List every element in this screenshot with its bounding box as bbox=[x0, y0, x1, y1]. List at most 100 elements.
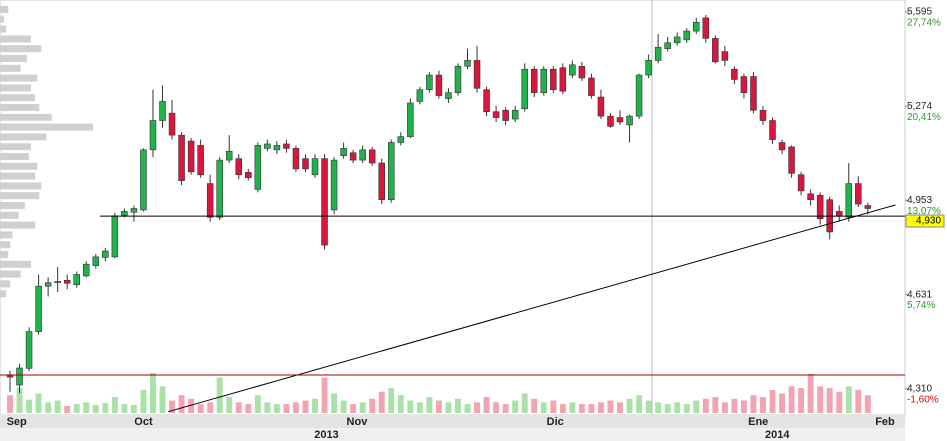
candle-body bbox=[349, 152, 357, 161]
volume-bar bbox=[64, 405, 71, 413]
profile-bar bbox=[0, 270, 21, 278]
volume-bar bbox=[83, 402, 90, 413]
profile-bar bbox=[0, 104, 40, 111]
plot-area bbox=[0, 0, 906, 416]
volume-bar bbox=[388, 388, 395, 413]
volume-bar bbox=[312, 398, 318, 413]
volume-bar bbox=[693, 400, 700, 413]
candle-body bbox=[159, 101, 166, 121]
volume-bar bbox=[235, 402, 242, 413]
candle-body bbox=[855, 183, 862, 205]
candle-body bbox=[521, 68, 528, 110]
volume-bar bbox=[435, 400, 442, 413]
volume-bar bbox=[92, 405, 99, 413]
volume-bar bbox=[540, 402, 547, 413]
volume-bar bbox=[760, 397, 766, 413]
candle-body bbox=[492, 111, 500, 118]
profile-bar bbox=[0, 182, 42, 190]
volume-bar bbox=[550, 400, 557, 413]
candle-body bbox=[35, 285, 42, 332]
volume-bar bbox=[273, 404, 280, 413]
candle-body bbox=[206, 183, 214, 218]
candle-body bbox=[25, 331, 33, 369]
volume-bar bbox=[769, 389, 776, 413]
volume-bar bbox=[750, 395, 757, 413]
candle-body bbox=[378, 162, 385, 200]
volume-bar bbox=[188, 398, 195, 413]
volume-bar bbox=[207, 402, 214, 413]
candle-body bbox=[302, 158, 309, 170]
profile-bar bbox=[0, 172, 36, 180]
candle-body bbox=[254, 145, 262, 190]
candle-body bbox=[178, 134, 185, 181]
candle-body bbox=[712, 38, 719, 63]
candle-body bbox=[197, 145, 204, 176]
volume-bar bbox=[674, 402, 681, 413]
candle-body bbox=[740, 76, 748, 93]
volume-bar bbox=[740, 400, 747, 413]
volume-bar bbox=[45, 402, 52, 413]
volume bbox=[7, 373, 871, 413]
candle-body bbox=[388, 142, 395, 200]
volume-bar bbox=[855, 389, 862, 413]
candle-body bbox=[502, 109, 509, 121]
month-axis bbox=[0, 415, 905, 428]
year-axis bbox=[0, 428, 905, 441]
volume-bar bbox=[197, 404, 204, 413]
axes: 5,595 5,274 4,953 4,631 4,310 27,74% 20,41% 13,… bbox=[7, 7, 945, 441]
profile-bar bbox=[0, 192, 40, 200]
profile-bar bbox=[0, 25, 7, 33]
volume-bar bbox=[836, 391, 843, 413]
candle-body bbox=[550, 68, 557, 91]
y2-tick-label: 27,74% bbox=[907, 18, 941, 29]
volume-bar bbox=[130, 405, 137, 413]
candle-body bbox=[130, 208, 138, 213]
candle-body bbox=[645, 60, 652, 76]
x-tick-label: Oct bbox=[134, 416, 153, 428]
y2-tick-label: 13,07% bbox=[907, 206, 941, 217]
volume-bar bbox=[416, 402, 423, 413]
volume-bar bbox=[702, 398, 709, 413]
year-label: 2013 bbox=[314, 429, 338, 441]
y-tick-label: 4,631 bbox=[907, 289, 932, 300]
year-label: 2014 bbox=[765, 429, 790, 441]
candle-body bbox=[807, 193, 814, 200]
volume-bar bbox=[378, 391, 385, 413]
candle-body bbox=[416, 89, 424, 102]
volume-bar bbox=[464, 404, 471, 413]
volume-bar bbox=[350, 404, 357, 413]
candle-body bbox=[273, 145, 281, 151]
profile-bar bbox=[0, 153, 29, 160]
drawn-line bbox=[168, 204, 896, 413]
volume-bar bbox=[645, 400, 652, 413]
candle-body bbox=[111, 215, 119, 258]
y2-tick-label: 20,41% bbox=[907, 112, 941, 123]
last-price-label: 4,930 bbox=[916, 216, 941, 227]
profile-bar bbox=[0, 280, 11, 288]
candle-body bbox=[16, 367, 23, 386]
volume-bar bbox=[597, 402, 604, 413]
volume-bar bbox=[578, 404, 585, 413]
candle-body bbox=[559, 67, 567, 92]
candle-body bbox=[187, 140, 195, 173]
volume-bar bbox=[798, 388, 805, 413]
y-tick-label: 5,595 bbox=[907, 7, 932, 18]
candle-body bbox=[283, 143, 290, 149]
profile-bar bbox=[0, 94, 36, 102]
volume-bar bbox=[617, 402, 623, 413]
volume-bar bbox=[483, 397, 490, 413]
drawings bbox=[0, 204, 905, 413]
x-tick-label: Feb bbox=[875, 416, 895, 428]
volume-bar bbox=[35, 393, 42, 413]
volume-bar bbox=[864, 395, 871, 413]
candle-body bbox=[121, 211, 128, 216]
candle-body bbox=[664, 42, 671, 49]
candle-body bbox=[654, 46, 662, 61]
candle-body bbox=[340, 148, 347, 156]
candle-body bbox=[597, 96, 605, 117]
volume-profile bbox=[0, 6, 93, 298]
profile-bar bbox=[0, 64, 21, 72]
profile-bar bbox=[0, 123, 93, 131]
volume-bar bbox=[636, 395, 643, 413]
profile-bar bbox=[0, 6, 9, 13]
